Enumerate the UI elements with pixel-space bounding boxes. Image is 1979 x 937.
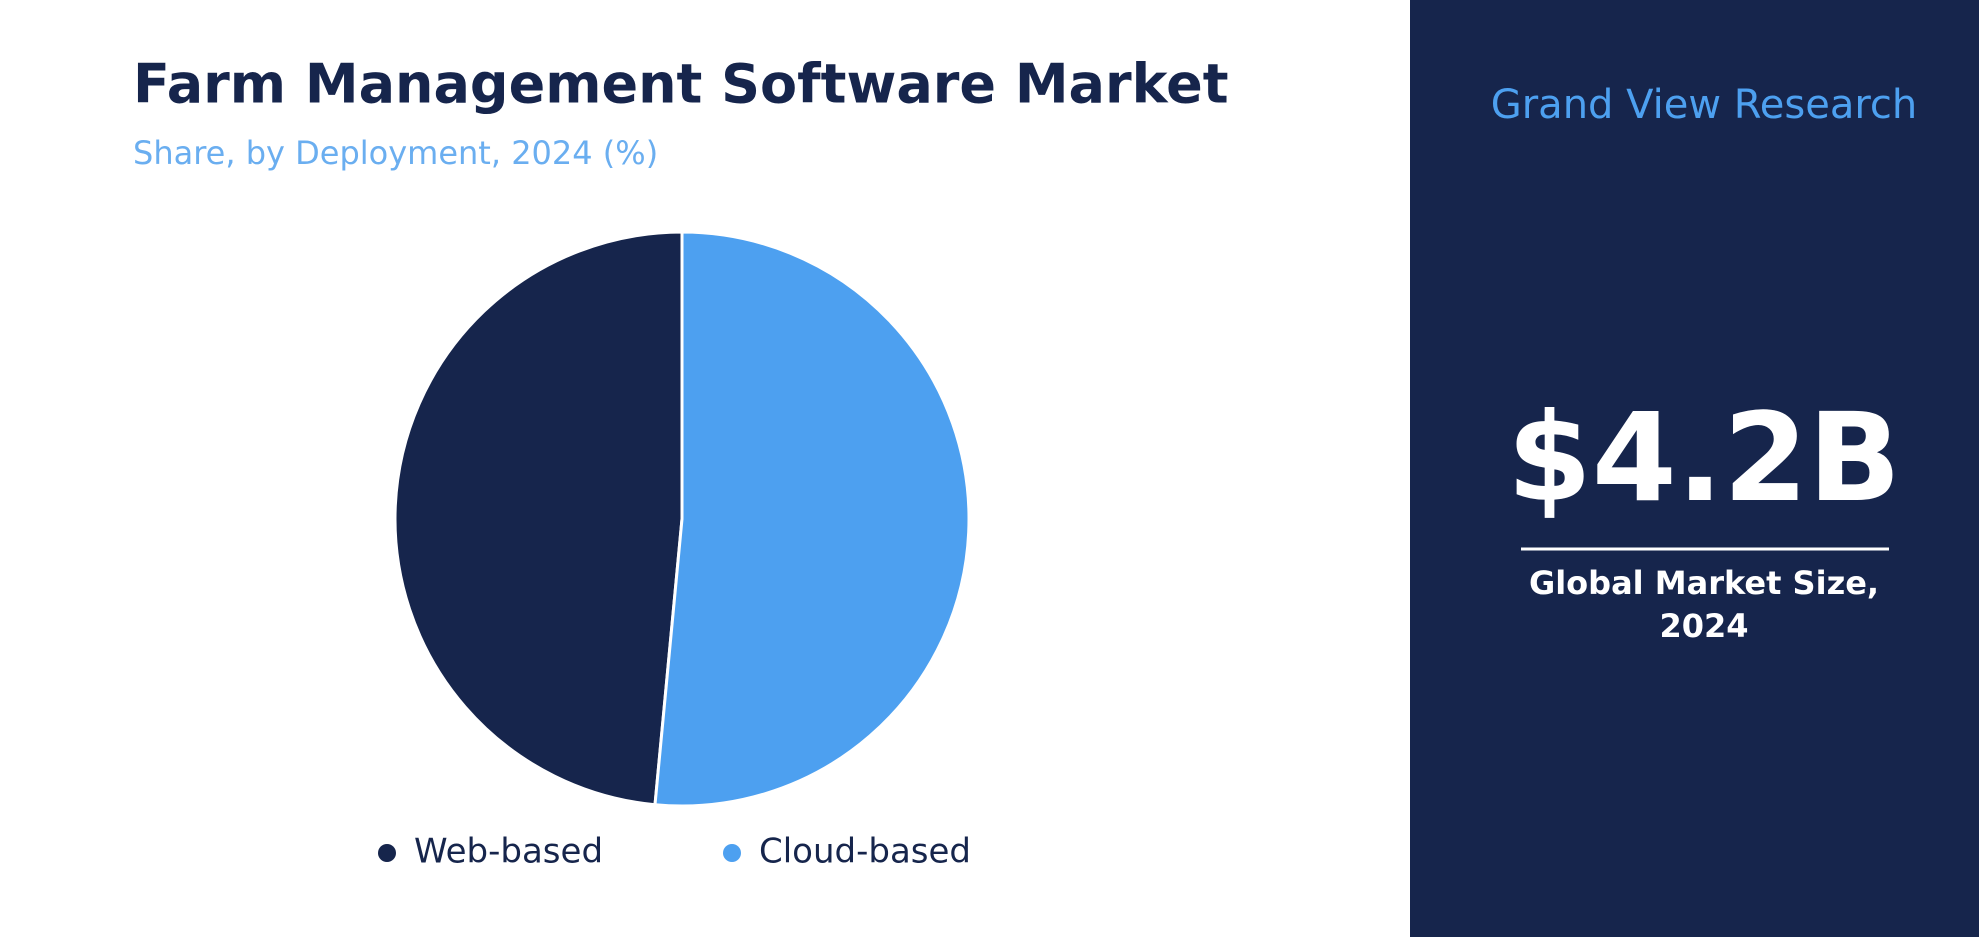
chart-subtitle: Share, by Deployment, 2024 (%) <box>133 134 658 172</box>
legend-marker <box>723 844 741 862</box>
pie-slice <box>653 230 971 808</box>
caption: 2024 <box>1659 607 1748 645</box>
side-panel <box>1410 0 1979 937</box>
legend-marker <box>378 844 396 862</box>
legend-label: Web-based <box>414 832 603 872</box>
brand: Grand View Research <box>1491 82 1918 128</box>
legend-label: Cloud-based <box>759 832 971 872</box>
chart-title: Farm Management Software Market <box>133 53 1229 116</box>
caption: Global Market Size, <box>1529 564 1879 602</box>
pie-slice <box>393 230 684 807</box>
market-size: $4.2B <box>1507 387 1901 529</box>
